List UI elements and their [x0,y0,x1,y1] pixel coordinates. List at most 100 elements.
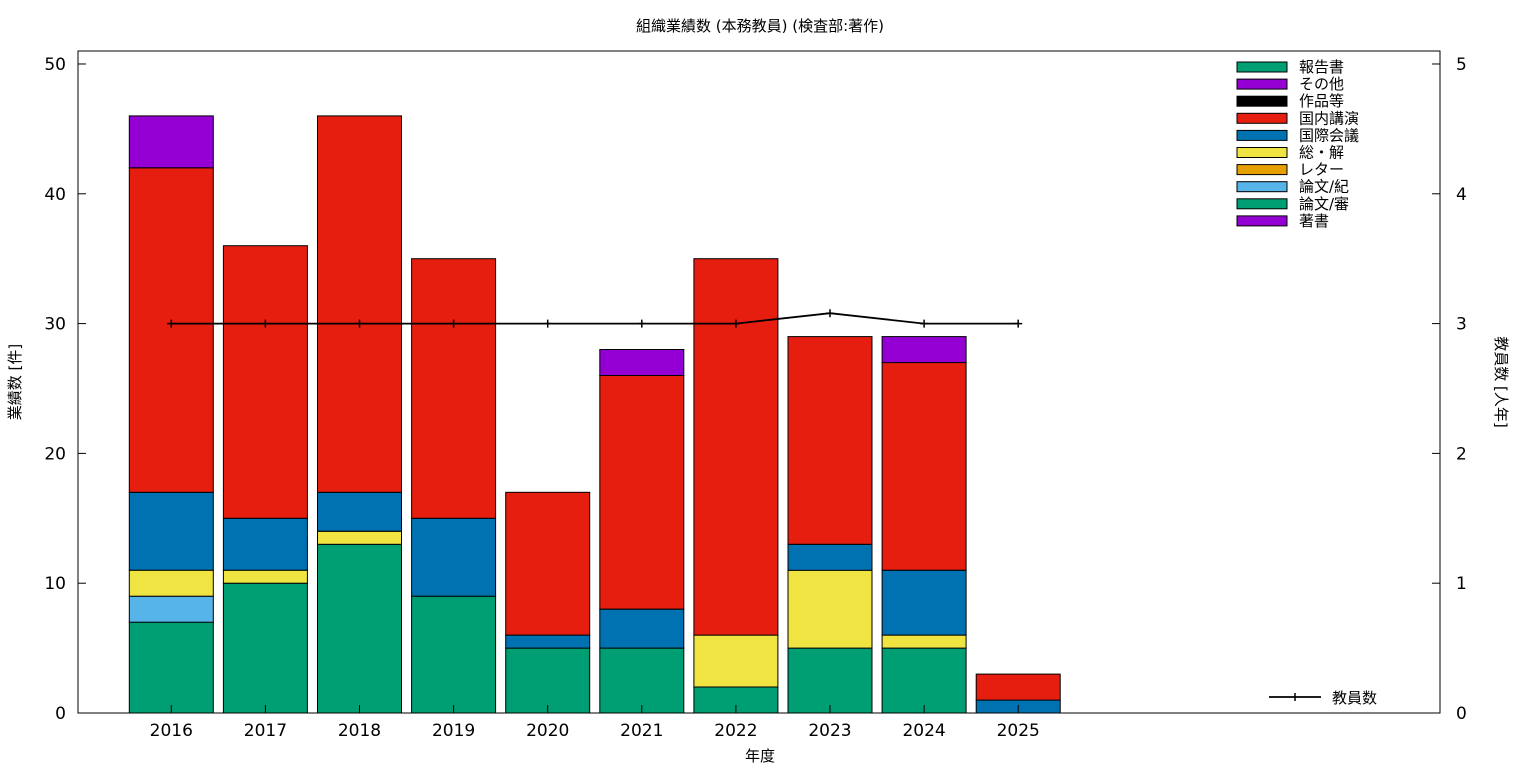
bar-2019-series-5 [411,517,497,597]
legend-label-6: レター [1299,161,1344,179]
bar-2016-series-6 [128,167,214,493]
teacher-point-2024 [920,319,929,328]
x-tick-label-2022: 2022 [714,721,757,741]
legend-label-3: 国内講演 [1299,109,1359,127]
legend-label-9: 著書 [1299,212,1329,230]
bar-2023-series-1 [787,647,873,714]
bar-2024-series-6 [881,362,967,571]
y2-tick-label-2: 2 [1456,444,1467,464]
bar-2018-series-6 [317,115,402,493]
bar-2021-series-6 [599,375,685,610]
x-tick-label-2017: 2017 [244,721,287,741]
teacher-point-2021 [637,319,646,328]
teacher-line-group [167,309,1023,328]
y2-tick-label-4: 4 [1456,185,1467,205]
x-tick-label-2025: 2025 [997,721,1040,741]
x-tick-label-2021: 2021 [620,721,663,741]
teacher-point-2017 [261,319,270,328]
y-tick-label-30: 30 [44,315,66,335]
x-tick-label-2023: 2023 [808,721,851,741]
y2-tick-label-5: 5 [1456,55,1467,75]
bars-group [128,115,1061,714]
teacher-point-2020 [543,319,552,328]
bar-2023-series-5 [787,543,873,571]
bar-2016-series-1 [128,621,214,714]
legend-swatch-7 [1236,181,1288,193]
teacher-line [171,312,1019,325]
teacher-point-2025 [1014,319,1023,328]
bar-2018-series-1 [317,543,402,714]
bar-2020-series-5 [505,634,591,649]
bar-2020-series-1 [505,647,591,714]
plot-frame [77,50,1441,714]
legend-swatch-3 [1236,112,1288,124]
legend-swatch-2 [1236,95,1288,107]
chart-title: 組織業績数 (本務教員) (検査部:著作) [636,17,884,35]
bar-2024-series-1 [881,647,967,714]
bar-2024-series-8 [881,336,967,364]
x-axis-label: 年度 [745,747,775,765]
bar-2023-series-6 [787,336,873,545]
teacher-point-2018 [355,319,364,328]
y2-tick-label-3: 3 [1456,315,1467,335]
teacher-point-2019 [449,319,458,328]
bar-2018-series-4 [317,530,402,545]
legend-swatch-9 [1236,215,1288,227]
legend-line-label: 教員数 [1332,689,1377,707]
bar-2016-series-8 [128,115,214,169]
legend-label-5: 総・解 [1299,144,1344,162]
legend-swatch-0 [1236,61,1288,73]
bar-2025-series-6 [975,673,1061,701]
legend-label-4: 国際会議 [1299,126,1359,144]
teacher-point-2023 [826,309,834,318]
legend-swatch-8 [1236,198,1288,210]
bar-2016-series-5 [128,491,214,571]
x-tick-label-2018: 2018 [338,721,381,741]
legend-swatch-5 [1236,147,1288,158]
y2-tick-label-1: 1 [1456,574,1467,594]
legend-swatch-1 [1236,78,1288,90]
legend-label-0: 報告書 [1299,58,1344,76]
legend-swatch-6 [1236,164,1288,176]
bar-2021-series-1 [599,647,685,714]
bar-2017-series-1 [222,582,308,714]
bar-2024-series-4 [881,634,967,649]
bar-2022-series-6 [693,258,779,636]
axes-group: 0 10 20 30 40 50 0 1 2 3 4 5 2016 2017 2018 2019 2020 202… [44,50,1467,741]
teacher-point-2022 [731,319,740,328]
y-tick-label-0: 0 [55,704,66,724]
bar-2019-series-1 [411,595,497,714]
x-tick-label-2019: 2019 [432,721,475,741]
legend-label-1: その他 [1299,75,1344,93]
bar-2017-series-4 [222,569,308,584]
bar-2021-series-8 [599,349,685,376]
bar-2017-series-6 [222,245,308,519]
teacher-point-2016 [167,319,176,328]
legend-label-2: 作品等 [1299,92,1344,110]
legend-swatch-4 [1236,129,1288,141]
y-tick-label-20: 20 [44,444,66,464]
bar-2018-series-5 [317,491,402,532]
bar-2017-series-5 [222,517,308,571]
bar-2023-series-4 [787,569,873,649]
bar-2019-series-6 [411,258,497,519]
legend-label-7: 論文/紀 [1299,178,1349,196]
y-tick-label-50: 50 [44,55,66,75]
bar-2016-series-2 [128,595,214,623]
bar-2020-series-6 [505,491,591,636]
x-tick-label-2016: 2016 [150,721,193,741]
legend-label-8: 論文/審 [1299,195,1349,213]
y2-axis-label: 教員数 [人年] [1492,336,1510,427]
bar-2022-series-4 [693,634,779,688]
bar-2016-series-4 [128,569,214,597]
y-axis-label: 業績数 [件] [6,344,24,420]
x-tick-label-2024: 2024 [902,721,945,741]
x-tick-label-2020: 2020 [526,721,569,741]
bar-2024-series-5 [881,569,967,636]
y2-tick-label-0: 0 [1456,704,1467,724]
y-tick-label-10: 10 [44,574,66,594]
bar-2021-series-5 [599,608,685,649]
y-tick-label-40: 40 [44,185,66,205]
